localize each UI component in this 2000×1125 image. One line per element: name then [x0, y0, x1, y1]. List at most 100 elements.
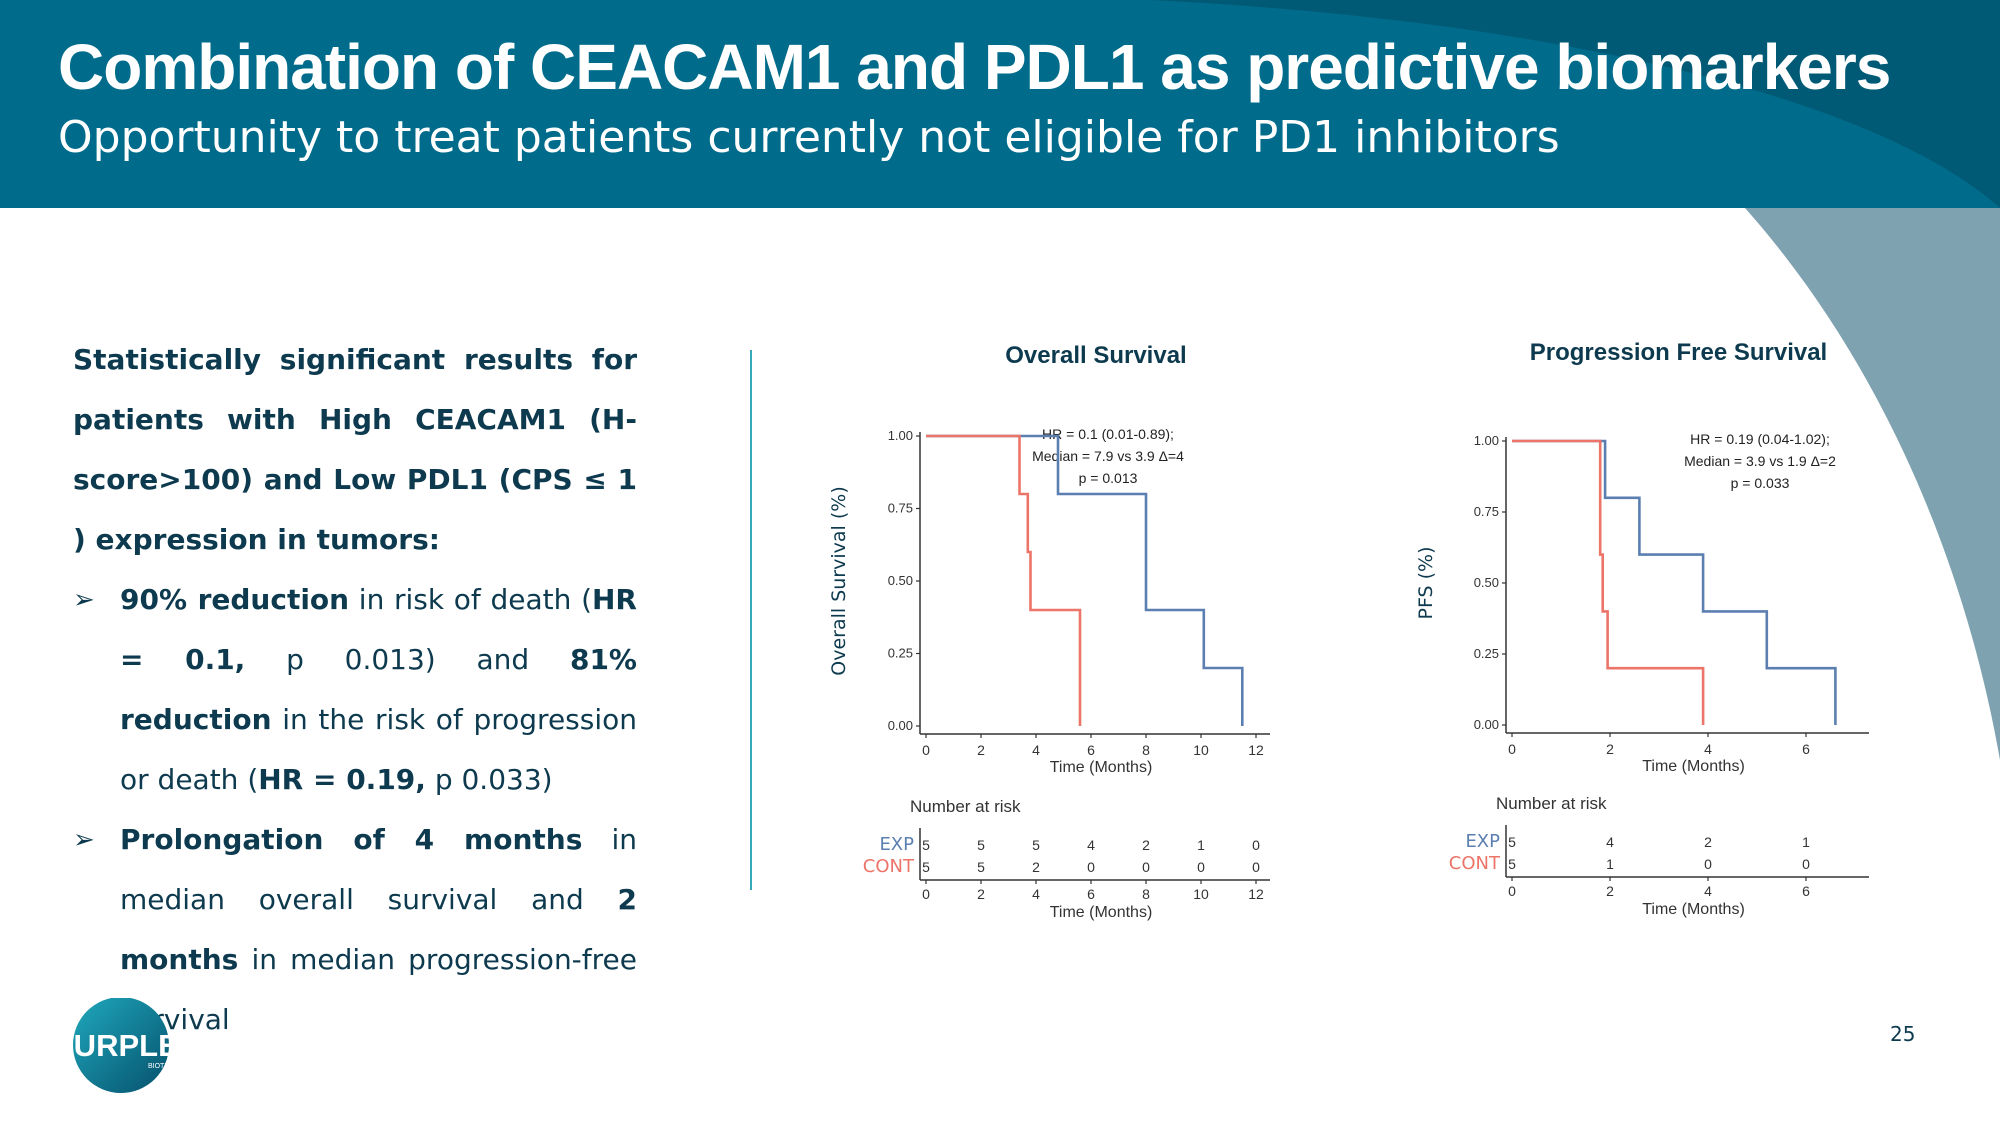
x-tick-label: 10	[1193, 742, 1209, 758]
risk-count: 5	[977, 859, 985, 875]
risk-count: 0	[1704, 856, 1712, 872]
right-arc-decoration	[1745, 208, 2000, 760]
hr-annotation-line: HR = 0.19 (0.04-1.02);	[1690, 431, 1830, 447]
x-tick-label: 6	[1087, 742, 1095, 758]
km-curve-exp	[926, 434, 1244, 726]
bullet1-text-3: in the risk of progression or death (	[120, 703, 637, 796]
logo-circle	[73, 998, 169, 1093]
risk-row-label-cont: CONT	[863, 856, 915, 877]
risk-count: 5	[922, 859, 930, 875]
x-tick-label: 8	[1142, 742, 1150, 758]
x-tick-label: 4	[1032, 742, 1040, 758]
risk-count: 0	[1197, 859, 1205, 875]
risk-x-axis-label: Time (Months)	[1642, 901, 1745, 918]
risk-count: 5	[1508, 834, 1516, 850]
x-tick-label: 0	[922, 742, 930, 758]
risk-row-label-cont: CONT	[1449, 853, 1501, 874]
bullet2-bold-1: Prolongation of 4 months	[120, 823, 583, 856]
logo-wordmark: PURPLE	[53, 1028, 179, 1063]
risk-x-tick-label: 0	[1508, 883, 1516, 899]
pfs-chart: Progression Free Survival 0.00 0.25 0.50 0.7…	[1415, 339, 1869, 918]
risk-count: 2	[1704, 834, 1712, 850]
bullet1-bold-1: 90% reduction	[120, 583, 350, 616]
arrow-bullet-icon: ➢	[73, 825, 95, 855]
findings-text: Statistically significant results for pa…	[73, 330, 637, 1050]
page-subtitle: Opportunity to treat patients currently …	[58, 112, 1560, 163]
arrow-bullet-icon: ➢	[73, 585, 95, 615]
bullet2-text-1: in median overall survival and	[120, 823, 637, 916]
y-tick-label: 0.50	[1474, 575, 1499, 590]
y-tick-label: 0.75	[1474, 504, 1499, 519]
hr-annotation-line: Median = 7.9 vs 3.9 Δ=4	[1032, 448, 1184, 464]
y-tick-label: 0.00	[888, 718, 913, 733]
page-title: Combination of CEACAM1 and PDL1 as predi…	[58, 31, 1891, 103]
bullet1-text-2: p 0.013) and	[245, 643, 570, 676]
risk-count: 1	[1802, 834, 1810, 850]
km-curve-exp	[1512, 439, 1837, 725]
risk-table-title: Number at risk	[910, 797, 1021, 816]
hr-annotation-line: HR = 0.1 (0.01-0.89);	[1042, 426, 1174, 442]
x-tick-label: 12	[1248, 742, 1264, 758]
x-tick-label: 4	[1704, 741, 1712, 757]
bullet1-bold-3: 81% reduction	[120, 643, 637, 736]
y-tick-label: 0.25	[1474, 646, 1499, 661]
y-axis-label: PFS (%)	[1415, 546, 1437, 619]
risk-x-tick-label: 0	[922, 886, 930, 902]
overall-survival-chart: Overall Survival 0.00 0.25 0.50 0.75 1.00 0 2 4 6…	[828, 342, 1270, 921]
y-tick-label: 1.00	[888, 428, 913, 443]
risk-count: 5	[1032, 837, 1040, 853]
risk-count: 4	[1087, 837, 1095, 853]
x-tick-label: 2	[977, 742, 985, 758]
risk-x-axis-label: Time (Months)	[1050, 904, 1153, 921]
bullet-hr-results: ➢ 90% reduction in risk of death ( HR = 0…	[73, 570, 637, 810]
risk-row-label-exp: EXP	[1465, 831, 1500, 852]
bullet1-text-4: p 0.033)	[425, 763, 553, 796]
chart-title: Overall Survival	[1005, 342, 1186, 369]
header-band	[0, 0, 2000, 208]
risk-table-title: Number at risk	[1496, 794, 1607, 813]
y-axis-label: Overall Survival (%)	[828, 486, 850, 675]
risk-x-tick-label: 2	[1606, 883, 1614, 899]
x-tick-label: 0	[1508, 741, 1516, 757]
risk-count: 2	[1142, 837, 1150, 853]
logo-subtext: BIOTECH	[148, 1063, 179, 1070]
bullet1-bold-4: HR = 0.19,	[258, 763, 426, 796]
risk-count: 4	[1606, 834, 1614, 850]
risk-count: 0	[1142, 859, 1150, 875]
header-curve	[1150, 0, 2000, 208]
risk-count: 0	[1802, 856, 1810, 872]
chart-title: Progression Free Survival	[1530, 339, 1827, 366]
x-tick-label: 6	[1802, 741, 1810, 757]
x-axis-label: Time (Months)	[1050, 759, 1153, 776]
divider-line	[750, 350, 752, 890]
risk-x-tick-label: 4	[1032, 886, 1040, 902]
hr-annotation-line: p = 0.013	[1079, 470, 1138, 486]
risk-count: 1	[1606, 856, 1614, 872]
y-tick-label: 0.75	[888, 501, 913, 516]
risk-x-tick-label: 4	[1704, 883, 1712, 899]
risk-count: 1	[1197, 837, 1205, 853]
risk-x-tick-label: 10	[1193, 886, 1209, 902]
risk-x-tick-label: 12	[1248, 886, 1264, 902]
risk-x-tick-label: 8	[1142, 886, 1150, 902]
risk-row-label-exp: EXP	[879, 834, 914, 855]
km-curve-cont	[926, 434, 1082, 726]
risk-x-tick-label: 6	[1802, 883, 1810, 899]
risk-count: 5	[977, 837, 985, 853]
bullet1-text-1: in risk of death (	[349, 583, 592, 616]
risk-count: 0	[1087, 859, 1095, 875]
risk-count: 5	[922, 837, 930, 853]
y-tick-label: 1.00	[1474, 433, 1499, 448]
risk-count: 2	[1032, 859, 1040, 875]
hr-annotation-line: Median = 3.9 vs 1.9 Δ=2	[1684, 453, 1836, 469]
y-tick-label: 0.50	[888, 573, 913, 588]
intro-text: Statistically significant results for pa…	[73, 343, 637, 556]
hr-annotation-line: p = 0.033	[1731, 475, 1790, 491]
x-axis-label: Time (Months)	[1642, 758, 1745, 775]
page-number: 25	[1890, 1022, 1916, 1046]
x-tick-label: 2	[1606, 741, 1614, 757]
risk-x-tick-label: 2	[977, 886, 985, 902]
y-tick-label: 0.00	[1474, 717, 1499, 732]
risk-x-tick-label: 6	[1087, 886, 1095, 902]
